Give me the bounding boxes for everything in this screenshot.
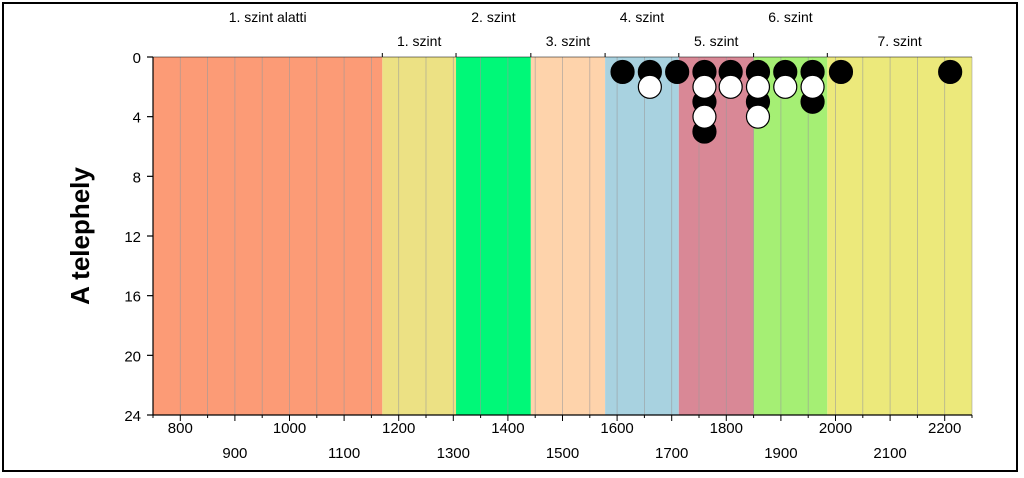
- band-label-2: 1. szint: [397, 33, 441, 49]
- band-1: [153, 57, 383, 415]
- x-tick-label-upper: 1800: [710, 420, 743, 437]
- bands-layer: [153, 57, 972, 415]
- band-8: [827, 57, 972, 415]
- x-tick-label-lower: 2100: [873, 445, 906, 462]
- x-tick-label-upper: 2000: [819, 420, 852, 437]
- x-tick-label-lower: 1100: [328, 445, 360, 462]
- open-point: [800, 74, 825, 99]
- x-tick-label-upper: 2200: [928, 420, 961, 437]
- x-tick-label-upper: 1000: [273, 420, 306, 437]
- band-label-1: 1. szint alatti: [229, 9, 307, 25]
- y-tick-label: 20: [124, 348, 141, 365]
- band-label-6: 5. szint: [694, 33, 738, 49]
- open-point: [745, 74, 771, 99]
- band-label-5: 4. szint: [620, 9, 664, 25]
- y-tick-label: 16: [124, 289, 141, 306]
- band-label-3: 2. szint: [471, 9, 515, 25]
- x-tick-label-upper: 1400: [491, 420, 524, 437]
- x-tick-label-lower: 1900: [764, 445, 797, 462]
- band-2: [382, 57, 457, 415]
- band-3: [456, 57, 531, 415]
- filled-point: [828, 59, 854, 85]
- y-tick-label: 8: [133, 169, 141, 186]
- axes-layer: 0 4 8 12 16 20 24 800 1000 1200 1400 1600 1800 2000 22…: [124, 50, 973, 462]
- open-point: [692, 104, 717, 129]
- points-layer: [610, 59, 963, 144]
- open-point: [718, 74, 743, 99]
- y-axis-label: A telephely: [65, 167, 95, 305]
- filled-point: [610, 59, 635, 85]
- open-point: [692, 74, 717, 99]
- filled-point: [665, 59, 690, 85]
- band-label-7: 6. szint: [768, 9, 812, 25]
- x-tick-label-upper: 800: [168, 420, 193, 437]
- x-tick-label-lower: 1500: [546, 445, 579, 462]
- y-tick-label: 4: [133, 110, 141, 127]
- x-tick-label-upper: 1600: [600, 420, 633, 437]
- labels-layer: 1. szint alatti 1. szint 2. szint 3. szint 4…: [153, 9, 972, 58]
- y-tick-label: 12: [124, 229, 141, 246]
- x-tick-label-lower: 1300: [437, 445, 470, 462]
- open-point: [745, 104, 771, 129]
- open-point: [637, 74, 662, 99]
- band-label-4: 3. szint: [546, 33, 590, 49]
- x-tick-label-upper: 1200: [382, 420, 415, 437]
- x-tick-label-lower: 900: [222, 445, 247, 462]
- filled-point: [938, 59, 963, 85]
- band-label-8: 7. szint: [877, 33, 921, 49]
- band-4: [530, 57, 606, 415]
- band-6: [678, 57, 754, 415]
- y-tick-label: 0: [133, 50, 141, 67]
- open-point: [773, 74, 798, 99]
- y-tick-label: 24: [124, 408, 141, 425]
- band-5: [605, 57, 679, 415]
- x-tick-label-lower: 1700: [655, 445, 688, 462]
